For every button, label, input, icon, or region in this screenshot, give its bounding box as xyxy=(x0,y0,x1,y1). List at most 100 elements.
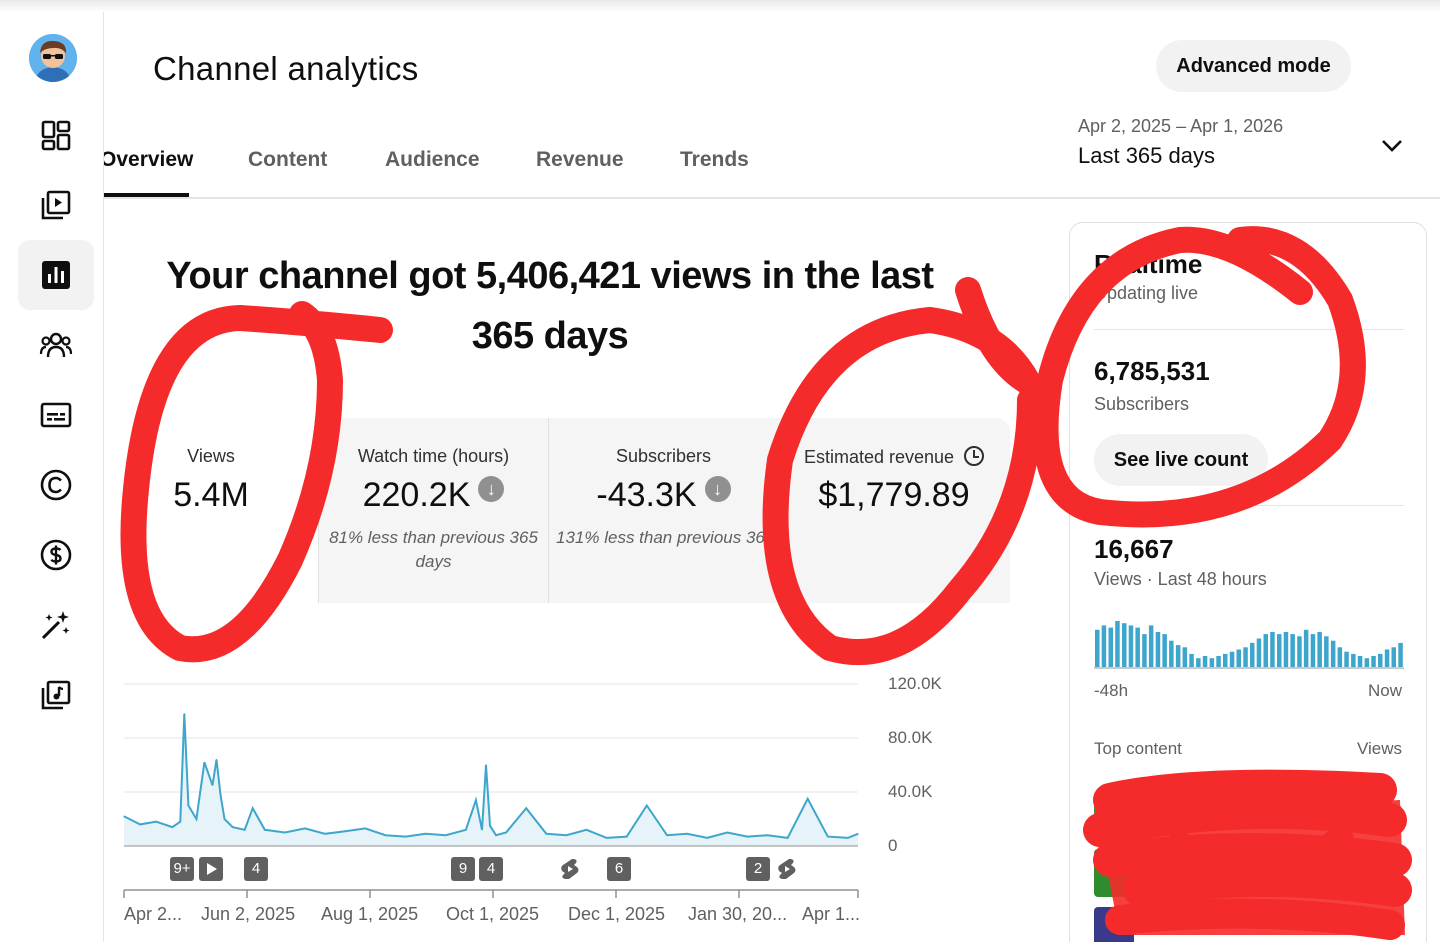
x-tick-label: Aug 1, 2025 xyxy=(321,904,419,924)
metric-revenue[interactable]: Estimated revenue $1,779.89 xyxy=(778,418,1010,603)
views-data-point xyxy=(787,837,789,839)
metric-value: -43.3K xyxy=(596,476,697,514)
views-data-point xyxy=(495,834,497,836)
upload-marker[interactable]: 4 xyxy=(244,857,268,881)
views-data-point xyxy=(344,830,346,832)
metric-divider xyxy=(548,418,549,603)
mini-bar xyxy=(1391,647,1396,667)
mini-bar xyxy=(1357,656,1363,667)
tab-audience[interactable]: Audience xyxy=(385,148,480,171)
dollar-icon xyxy=(40,539,72,571)
views-data-point xyxy=(384,834,387,836)
views-series-line[interactable] xyxy=(123,713,859,839)
sidebar-item-copyright[interactable] xyxy=(18,450,94,520)
mini-bar xyxy=(1122,623,1127,667)
subscriber-count: 6,785,531 xyxy=(1094,356,1210,386)
views-data-point xyxy=(807,798,809,800)
views-data-point xyxy=(215,759,218,761)
shorts-icon[interactable] xyxy=(559,857,581,881)
mini-bar xyxy=(1344,651,1349,667)
sidebar-item-earn[interactable] xyxy=(18,520,94,590)
see-live-count-button[interactable]: See live count xyxy=(1094,434,1268,486)
metric-views[interactable]: Views 5.4M xyxy=(104,418,318,603)
mini-bar xyxy=(1317,632,1322,667)
upload-marker[interactable]: 6 xyxy=(607,857,631,881)
mini-chart-end-label: Now xyxy=(1367,681,1402,700)
magic-wand-icon xyxy=(41,611,70,640)
sidebar-item-audio-library[interactable] xyxy=(18,660,94,730)
views-data-point xyxy=(264,829,266,831)
tab-revenue[interactable]: Revenue xyxy=(536,148,624,171)
upload-marker[interactable]: 9 xyxy=(451,857,475,881)
sidebar-item-subtitles[interactable] xyxy=(18,380,94,450)
mini-bar xyxy=(1223,653,1228,667)
mini-bar xyxy=(1283,632,1289,667)
date-range-text[interactable]: Apr 2, 2025 – Apr 1, 2026 xyxy=(1078,116,1284,136)
metric-subscribers[interactable]: Subscribers -43.3K 131% less than previo… xyxy=(549,418,778,603)
mini-bar xyxy=(1277,634,1282,667)
tab-content[interactable]: Content xyxy=(248,148,328,171)
video-thumbnail[interactable] xyxy=(1094,907,1134,942)
views-data-point xyxy=(475,799,477,801)
upload-marker[interactable]: 9+ xyxy=(170,857,194,881)
realtime-title: Realtime xyxy=(1094,249,1203,279)
sidebar-item-analytics[interactable] xyxy=(18,240,94,310)
video-thumbnail[interactable] xyxy=(1094,849,1134,897)
metric-value: 220.2K xyxy=(362,476,471,514)
arrow-down-icon xyxy=(478,476,505,502)
tab-overview[interactable]: Overview xyxy=(104,148,194,171)
views-data-point xyxy=(304,827,306,830)
sidebar-item-customization[interactable] xyxy=(18,590,94,660)
views-data-point xyxy=(364,827,366,830)
video-marker[interactable] xyxy=(199,857,223,881)
views-data-point xyxy=(187,804,189,807)
views-data-point xyxy=(857,833,859,835)
metric-label: Estimated revenue xyxy=(803,447,955,467)
top-content-views-value: 1,825 xyxy=(1356,803,1402,823)
top-content-label: Top content xyxy=(1094,739,1182,758)
views-data-point xyxy=(525,807,527,809)
sidebar-item-dashboard[interactable] xyxy=(18,100,94,170)
mini-bar xyxy=(1175,645,1181,667)
views-data-point xyxy=(545,833,547,835)
views-data-point xyxy=(183,713,185,715)
mini-bar xyxy=(1182,647,1188,667)
views-data-point xyxy=(626,835,628,838)
community-icon xyxy=(39,332,73,358)
metric-label: Subscribers xyxy=(615,446,712,466)
views-data-point xyxy=(766,834,769,836)
mini-bar xyxy=(1243,647,1248,667)
sidebar-item-community[interactable] xyxy=(18,310,94,380)
upload-marker[interactable]: 4 xyxy=(479,857,503,881)
views-48h-bar-chart[interactable] xyxy=(1094,615,1404,669)
mini-bar xyxy=(1398,642,1403,667)
views-48h-label: Views · Last 48 hours xyxy=(1094,569,1267,589)
advanced-mode-button[interactable]: Advanced mode xyxy=(1156,40,1351,92)
upload-marker[interactable]: 2 xyxy=(746,857,770,881)
tab-trends[interactable]: Trends xyxy=(680,148,749,171)
views-chart-svg[interactable] xyxy=(104,660,864,900)
chevron-down-icon[interactable] xyxy=(1378,132,1406,160)
metric-value: $1,779.89 xyxy=(818,476,970,514)
views-data-point xyxy=(505,831,507,834)
mini-bar xyxy=(1142,634,1147,667)
shorts-icon[interactable] xyxy=(776,857,798,881)
mini-bar xyxy=(1115,621,1120,667)
video-thumbnail[interactable] xyxy=(1094,791,1134,839)
views-data-point xyxy=(726,831,728,834)
views-data-point xyxy=(847,837,849,839)
metric-watch-time[interactable]: Watch time (hours) 220.2K 81% less than … xyxy=(319,418,548,603)
views-data-point xyxy=(666,834,668,836)
mini-bar xyxy=(1108,627,1113,667)
avatar[interactable] xyxy=(29,34,77,82)
sidebar-item-content[interactable] xyxy=(18,170,94,240)
y-tick-label: 0 xyxy=(888,836,898,855)
metric-comparison: 131% less than previous 365 days xyxy=(556,528,778,547)
mini-bar xyxy=(1189,653,1194,667)
mini-bar xyxy=(1209,658,1215,667)
views-data-point xyxy=(219,794,222,796)
subscriber-label: Subscribers xyxy=(1094,394,1190,414)
views-data-point xyxy=(445,834,447,836)
mini-bar xyxy=(1351,653,1356,667)
date-period-label[interactable]: Last 365 days xyxy=(1078,143,1215,168)
